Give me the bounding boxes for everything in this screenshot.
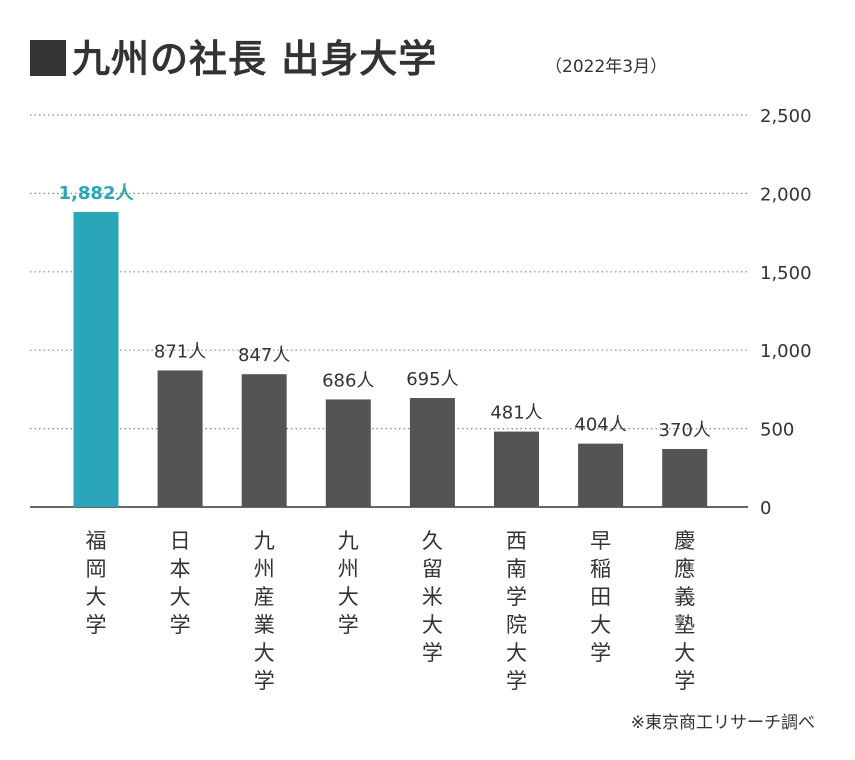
data-label: 1,882人 [59, 183, 135, 204]
bar [325, 399, 371, 507]
y-tick-label: 2,000 [760, 184, 812, 205]
data-label: 871人 [154, 341, 206, 362]
chart-subtitle: （2022年3月） [545, 57, 668, 77]
y-tick-label: 2,500 [760, 106, 812, 127]
data-label: 847人 [238, 345, 290, 366]
category-label: 早稲田大学 [590, 529, 611, 665]
category-label: 日本大学 [170, 529, 191, 637]
bar [157, 370, 203, 507]
title-square-icon [30, 40, 66, 76]
chart-title-block: 九州の社長 出身大学 [30, 28, 437, 83]
bar [409, 398, 455, 507]
chart-title: 九州の社長 出身大学 [72, 37, 438, 81]
category-label: 慶應義塾大学 [674, 529, 695, 693]
data-label: 370人 [659, 420, 711, 441]
bar [241, 374, 287, 507]
category-label: 久留米大学 [422, 529, 443, 665]
category-label: 福岡大学 [86, 529, 107, 637]
y-tick-label: 1,000 [760, 341, 812, 362]
data-label: 686人 [322, 370, 374, 391]
category-label: 九州大学 [338, 529, 359, 637]
category-label: 九州産業大学 [254, 529, 275, 693]
source-note: ※東京商工リサーチ調べ [630, 713, 815, 733]
bar [578, 443, 624, 507]
y-tick-label: 0 [760, 498, 771, 519]
data-label: 481人 [490, 403, 542, 424]
y-tick-label: 1,500 [760, 263, 812, 284]
bar [73, 211, 119, 507]
bar [662, 448, 708, 507]
bar [494, 431, 539, 507]
category-label: 西南学院大学 [506, 529, 527, 693]
data-label: 404人 [574, 415, 626, 436]
data-label: 695人 [406, 369, 458, 390]
y-tick-label: 500 [760, 420, 794, 441]
